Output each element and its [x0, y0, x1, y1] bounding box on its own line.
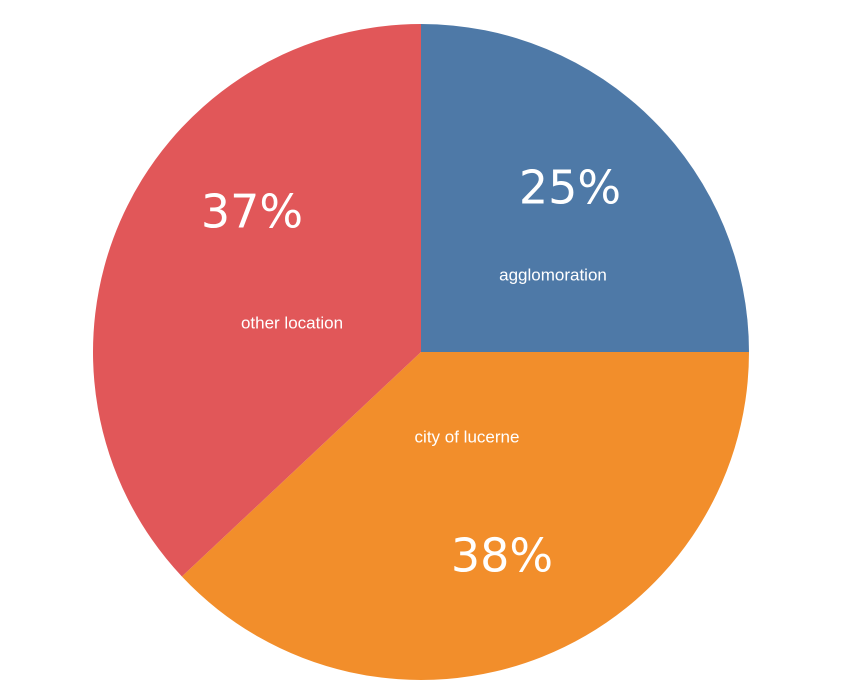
pie-slice-agglomoration	[421, 24, 749, 352]
slice-value-label-city-of-lucerne: 38%	[451, 529, 553, 583]
slice-value-label-agglomoration: 25%	[519, 161, 621, 215]
pie-slice-other-location	[93, 24, 421, 577]
slice-name-label-agglomoration: agglomoration	[499, 265, 607, 284]
slice-name-label-city-of-lucerne: city of lucerne	[415, 427, 520, 446]
pie-slices	[93, 24, 749, 680]
slice-value-label-other-location: 37%	[201, 185, 303, 239]
pie-slice-city-of-lucerne	[181, 352, 749, 680]
slice-name-label-other-location: other location	[241, 313, 343, 332]
pie-labels: 25% agglomoration 38% city of lucerne 37…	[201, 161, 621, 583]
